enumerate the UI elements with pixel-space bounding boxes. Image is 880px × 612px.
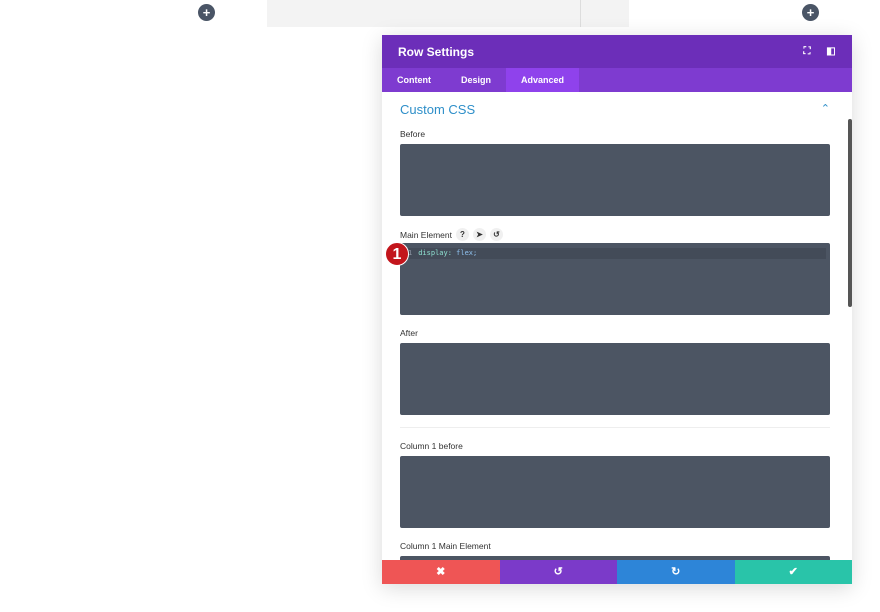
fullscreen-icon[interactable]: ⛶ [803, 46, 811, 57]
tab-advanced[interactable]: Advanced [506, 68, 580, 92]
step-badge: 1 [385, 242, 409, 266]
redo-button[interactable]: ↻ [617, 560, 735, 584]
line-number: 1 [408, 249, 413, 257]
panel-body: Custom CSS ⌃ Before Main Element ? ➤ ↺ 1… [382, 92, 852, 584]
tab-bar: Content Design Advanced [382, 68, 852, 92]
row-placeholder [267, 0, 629, 27]
undo-button[interactable]: ↺ [499, 560, 617, 584]
row-settings-panel: Row Settings ⛶ ◧ Content Design Advanced… [382, 35, 852, 584]
save-button[interactable]: ✔ [734, 560, 852, 584]
code-line: 1 display: flex; [404, 248, 826, 259]
before-label: Before [400, 129, 426, 139]
add-section-icon[interactable]: + [198, 4, 215, 21]
panel-title: Row Settings [398, 44, 475, 59]
panel-header: Row Settings ⛶ ◧ [382, 35, 852, 68]
add-section-icon[interactable]: + [802, 4, 819, 21]
sidebar-toggle-icon[interactable]: ◧ [826, 46, 836, 57]
column1-before-label: Column 1 before [400, 441, 463, 451]
after-css-input[interactable] [400, 343, 830, 415]
cancel-button[interactable]: ✖ [382, 560, 500, 584]
main-element-label-row: Main Element ? ➤ ↺ [400, 228, 503, 241]
cursor-icon[interactable]: ➤ [472, 228, 486, 241]
after-label: After [400, 328, 418, 338]
css-property: display: [418, 249, 452, 257]
column1-before-css-input[interactable] [400, 456, 830, 528]
scrollbar[interactable] [848, 119, 852, 307]
divider [400, 427, 830, 428]
chevron-up-icon[interactable]: ⌃ [820, 103, 830, 115]
tab-design[interactable]: Design [461, 75, 492, 85]
section-title[interactable]: Custom CSS [400, 102, 476, 117]
column-divider [580, 0, 581, 27]
main-element-css-input[interactable]: 1 display: flex; [400, 243, 830, 315]
reset-icon[interactable]: ↺ [489, 228, 503, 241]
tab-content[interactable]: Content [397, 75, 431, 85]
panel-footer: ✖ ↺ ↻ ✔ [382, 560, 852, 584]
help-icon[interactable]: ? [455, 228, 469, 241]
column1-main-label: Column 1 Main Element [400, 541, 491, 551]
css-value: flex; [456, 249, 478, 257]
before-css-input[interactable] [400, 144, 830, 216]
main-element-label: Main Element [400, 229, 452, 240]
